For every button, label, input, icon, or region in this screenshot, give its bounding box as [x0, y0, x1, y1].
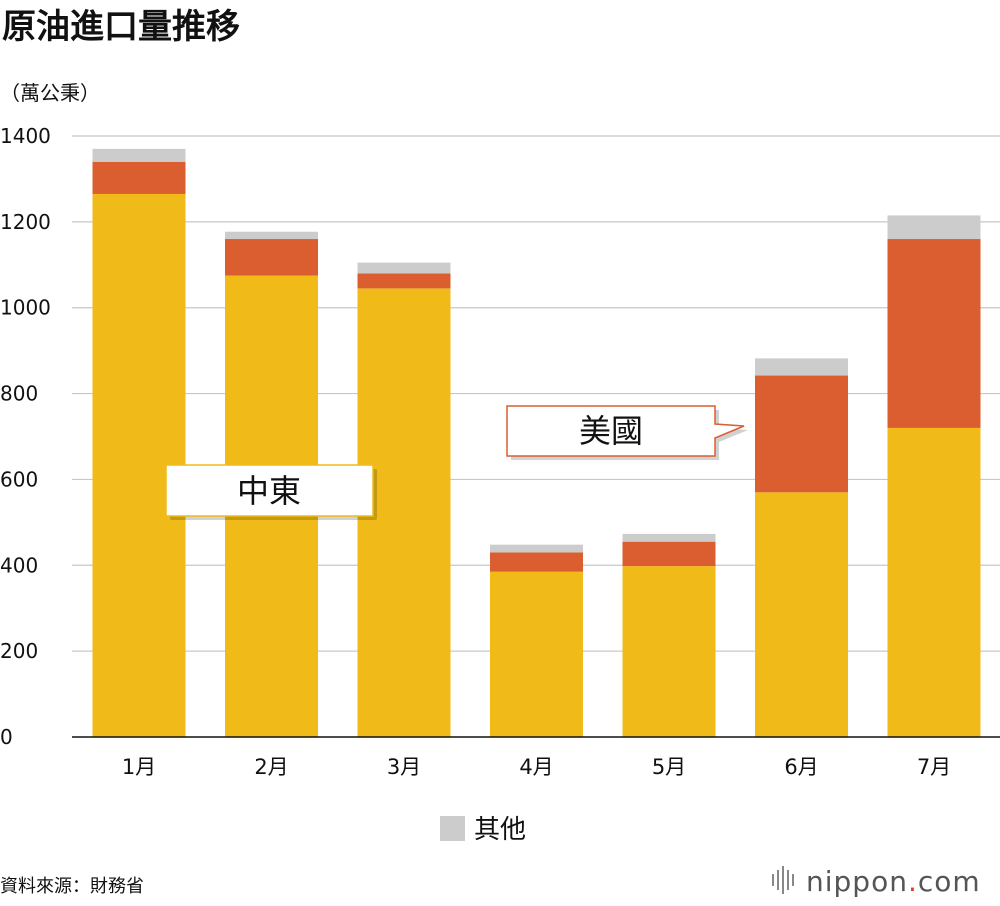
x-category-label: 4月 [519, 755, 553, 779]
nippon-logo: nippon.com [772, 865, 981, 898]
x-category-label: 7月 [917, 755, 951, 779]
x-category-label: 5月 [652, 755, 686, 779]
callout-usa: 美國 [506, 405, 748, 460]
callout-middle-east-box [165, 464, 374, 517]
bar-segment-other [225, 231, 318, 240]
bar-segment-middle-east [490, 571, 583, 737]
y-tick-label: 600 [0, 467, 38, 491]
bar-segment-usa [622, 541, 716, 567]
y-tick-label: 400 [0, 553, 38, 577]
y-tick-label: 1200 [0, 210, 51, 234]
chart-title: 原油進口量推移 [2, 7, 240, 47]
y-tick-label: 800 [0, 382, 38, 406]
bar-segment-other [622, 533, 716, 542]
legend-label-other: 其他 [474, 815, 526, 845]
bar-segment-other [92, 148, 186, 162]
bar-segment-other [887, 215, 981, 240]
brand-wordmark: nippon.com [806, 865, 981, 898]
sound-wave-icon [772, 866, 794, 894]
y-tick-label: 0 [0, 725, 13, 749]
bar-segment-other [357, 262, 451, 274]
bar-segment-middle-east [755, 492, 848, 737]
bar-segment-usa [755, 375, 848, 493]
bar-segment-other [755, 358, 848, 376]
bars [92, 148, 981, 738]
callout-middle-east-label: 中東 [237, 472, 301, 510]
callout-usa-box [506, 405, 745, 457]
bar-segment-other [490, 544, 583, 553]
x-axis-categories: 1月 2月 3月 4月 5月 6月 7月 [122, 755, 951, 779]
y-tick-label: 1000 [0, 296, 51, 320]
bar-segment-usa [357, 273, 451, 289]
unit-label: （萬公秉） [0, 81, 100, 105]
y-axis-ticks: 0 200 400 600 800 1000 1200 1400 [0, 124, 51, 749]
x-category-label: 2月 [254, 755, 288, 779]
y-tick-label: 200 [0, 639, 38, 663]
legend-swatch-other [440, 816, 465, 841]
legend: 其他 [440, 815, 526, 845]
bar-segment-middle-east [622, 566, 716, 737]
x-category-label: 1月 [122, 755, 156, 779]
callout-middle-east: 中東 [165, 464, 377, 520]
x-category-label: 6月 [784, 755, 818, 779]
bar-segment-usa [92, 161, 186, 194]
bar-segment-middle-east [887, 427, 981, 737]
y-tick-label: 1400 [0, 124, 51, 148]
bar-segment-usa [225, 239, 318, 276]
bar-segment-usa [887, 239, 981, 428]
callout-usa-label: 美國 [579, 412, 643, 450]
x-category-label: 3月 [387, 755, 421, 779]
source-note: 資料來源：財務省 [0, 876, 144, 897]
bar-segment-usa [490, 552, 583, 572]
